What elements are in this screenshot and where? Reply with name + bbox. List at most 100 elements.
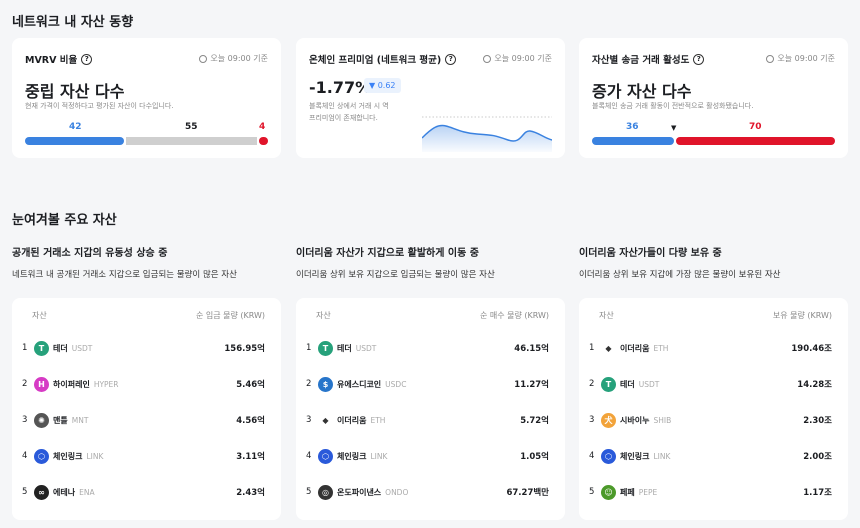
asset-name: 이더리움 xyxy=(620,343,650,353)
asset-value: 1.05억 xyxy=(520,452,549,462)
onchain-premium-card: 온체인 프리미엄 (네트워크 평균)? 오늘 09:00 기준 -1.77% ▼… xyxy=(296,38,565,158)
card-title: 온체인 프리미엄 (네트워크 평균) xyxy=(309,55,442,66)
table-row[interactable]: 2 $ 유에스디코인 USDC 11.27억 xyxy=(296,366,565,402)
asset-table: 자산 순 입금 물량 (KRW) 1 T 테더 USDT 156.95억 2 H … xyxy=(12,298,281,520)
bar-label-blue: 36 xyxy=(626,122,639,132)
bar-label-red: 70 xyxy=(749,122,762,132)
asset-name: 하이퍼레인 xyxy=(53,379,90,389)
table-row[interactable]: 3 ✺ 맨틀 MNT 4.56억 xyxy=(12,402,281,438)
table-header: 자산 순 매수 물량 (KRW) xyxy=(296,310,565,330)
asset-value: 1.17조 xyxy=(803,488,832,498)
headline: 증가 자산 다수 xyxy=(592,82,692,101)
header-asset: 자산 xyxy=(599,311,614,320)
asset-column: 공개된 거래소 지갑의 유동성 상승 중 네트워크 내 공개된 거래소 지갑으로… xyxy=(12,240,281,520)
header-value: 보유 물량 (KRW) xyxy=(772,311,832,320)
column-title: 이더리움 자산가들이 다량 보유 중 xyxy=(579,248,722,259)
column-subtitle: 이더리움 상위 보유 지갑에 가장 많은 물량이 보유된 자산 xyxy=(579,270,781,280)
help-icon[interactable]: ? xyxy=(693,53,705,65)
asset-symbol: USDT xyxy=(355,343,377,353)
bar-gray xyxy=(126,137,257,145)
asset-symbol: LINK xyxy=(653,451,671,461)
asset-value: 190.46조 xyxy=(791,344,832,354)
timestamp: 오늘 09:00 기준 xyxy=(210,54,268,63)
asset-name: 시바이누 xyxy=(620,415,650,425)
column-subtitle: 이더리움 상위 보유 지갑으로 입금되는 물량이 많은 자산 xyxy=(296,270,495,280)
rank: 4 xyxy=(306,451,312,461)
asset-name: 테더 xyxy=(620,379,635,389)
asset-value: 5.72억 xyxy=(520,416,549,426)
usdc-icon: $ xyxy=(318,376,333,392)
pepe-icon: ☺ xyxy=(601,484,616,500)
asset-symbol: ETH xyxy=(370,415,386,425)
clock-icon xyxy=(199,54,208,63)
asset-name: 체인링크 xyxy=(53,451,83,461)
clock-icon xyxy=(766,54,775,63)
table-row[interactable]: 2 H 하이퍼레인 HYPER 5.46억 xyxy=(12,366,281,402)
bar-label-blue: 42 xyxy=(69,122,82,132)
table-row[interactable]: 3 ◆ 이더리움 ETH 5.72억 xyxy=(296,402,565,438)
asset-name: 에테나 xyxy=(53,487,76,497)
chainlink-icon: ⬡ xyxy=(318,448,333,464)
asset-name: 테더 xyxy=(337,343,352,353)
asset-name: 유에스디코인 xyxy=(337,379,382,389)
table-row[interactable]: 2 T 테더 USDT 14.28조 xyxy=(579,366,848,402)
headline: 중립 자산 다수 xyxy=(25,82,125,101)
rank: 4 xyxy=(589,451,595,461)
asset-symbol: ENA xyxy=(79,487,95,497)
table-row[interactable]: 3 犬 시바이누 SHIB 2.30조 xyxy=(579,402,848,438)
asset-table: 자산 보유 물량 (KRW) 1 ◆ 이더리움 ETH 190.46조 2 T 테… xyxy=(579,298,848,520)
ethereum-icon: ◆ xyxy=(601,340,616,356)
asset-value: 11.27억 xyxy=(514,380,549,390)
description: 블록체인 상에서 거래 시 역 프리미엄이 존재합니다. xyxy=(309,100,389,124)
bar-red xyxy=(675,137,835,145)
change-badge: ▼ 0.62 xyxy=(364,78,401,93)
table-row[interactable]: 5 ∞ 에테나 ENA 2.43억 xyxy=(12,474,281,510)
asset-name: 체인링크 xyxy=(337,451,367,461)
rank: 5 xyxy=(22,487,28,497)
ethereum-icon: ◆ xyxy=(318,412,333,428)
mvrv-card: MVRV 비율? 오늘 09:00 기준 중립 자산 다수 현재 가격이 적정하… xyxy=(12,38,281,158)
table-row[interactable]: 4 ⬡ 체인링크 LINK 3.11억 xyxy=(12,438,281,474)
bar-label-red: 4 xyxy=(259,122,266,132)
asset-symbol: ETH xyxy=(653,343,669,353)
tether-icon: T xyxy=(601,376,616,392)
tether-icon: T xyxy=(34,340,49,356)
asset-value: 2.30조 xyxy=(803,416,832,426)
premium-sparkline xyxy=(422,116,552,152)
rank: 3 xyxy=(22,415,28,425)
asset-value: 4.56억 xyxy=(236,416,265,426)
rank: 5 xyxy=(306,487,312,497)
table-header: 자산 보유 물량 (KRW) xyxy=(579,310,848,330)
asset-value: 46.15억 xyxy=(514,344,549,354)
section-title-key-assets: 눈여겨볼 주요 자산 xyxy=(12,213,117,228)
table-row[interactable]: 5 ☺ 페페 PEPE 1.17조 xyxy=(579,474,848,510)
section-title-network-trends: 네트워크 내 자산 동향 xyxy=(12,15,134,30)
asset-symbol: USDT xyxy=(638,379,660,389)
table-row[interactable]: 1 ◆ 이더리움 ETH 190.46조 xyxy=(579,330,848,366)
table-row[interactable]: 1 T 테더 USDT 156.95억 xyxy=(12,330,281,366)
help-icon[interactable]: ? xyxy=(445,53,457,65)
bar-red xyxy=(258,137,269,145)
rank: 1 xyxy=(306,343,312,353)
header-value: 순 매수 물량 (KRW) xyxy=(479,311,549,320)
clock-icon xyxy=(483,54,492,63)
timestamp: 오늘 09:00 기준 xyxy=(494,54,552,63)
ondo-icon: ◎ xyxy=(318,484,333,500)
asset-value: 14.28조 xyxy=(797,380,832,390)
asset-column: 이더리움 자산가 지갑으로 활발하게 이동 중 이더리움 상위 보유 지갑으로 … xyxy=(296,240,565,520)
column-subtitle: 네트워크 내 공개된 거래소 지갑으로 입금되는 물량이 많은 자산 xyxy=(12,270,237,280)
transfer-activity-card: 자산별 송금 거래 활성도? 오늘 09:00 기준 증가 자산 다수 블록체인… xyxy=(579,38,848,158)
asset-value: 2.00조 xyxy=(803,452,832,462)
asset-symbol: LINK xyxy=(370,451,388,461)
hyperlane-icon: H xyxy=(34,376,49,392)
asset-column: 이더리움 자산가들이 다량 보유 중 이더리움 상위 보유 지갑에 가장 많은 … xyxy=(579,240,848,520)
help-icon[interactable]: ? xyxy=(81,53,93,65)
table-row[interactable]: 4 ⬡ 체인링크 LINK 2.00조 xyxy=(579,438,848,474)
timestamp: 오늘 09:00 기준 xyxy=(777,54,835,63)
chainlink-icon: ⬡ xyxy=(601,448,616,464)
asset-value: 2.43억 xyxy=(236,488,265,498)
description: 블록체인 송금 거래 활동이 전반적으로 활성화됐습니다. xyxy=(592,102,754,110)
table-row[interactable]: 1 T 테더 USDT 46.15억 xyxy=(296,330,565,366)
table-row[interactable]: 4 ⬡ 체인링크 LINK 1.05억 xyxy=(296,438,565,474)
table-row[interactable]: 5 ◎ 온도파이낸스 ONDO 67.27백만 xyxy=(296,474,565,510)
